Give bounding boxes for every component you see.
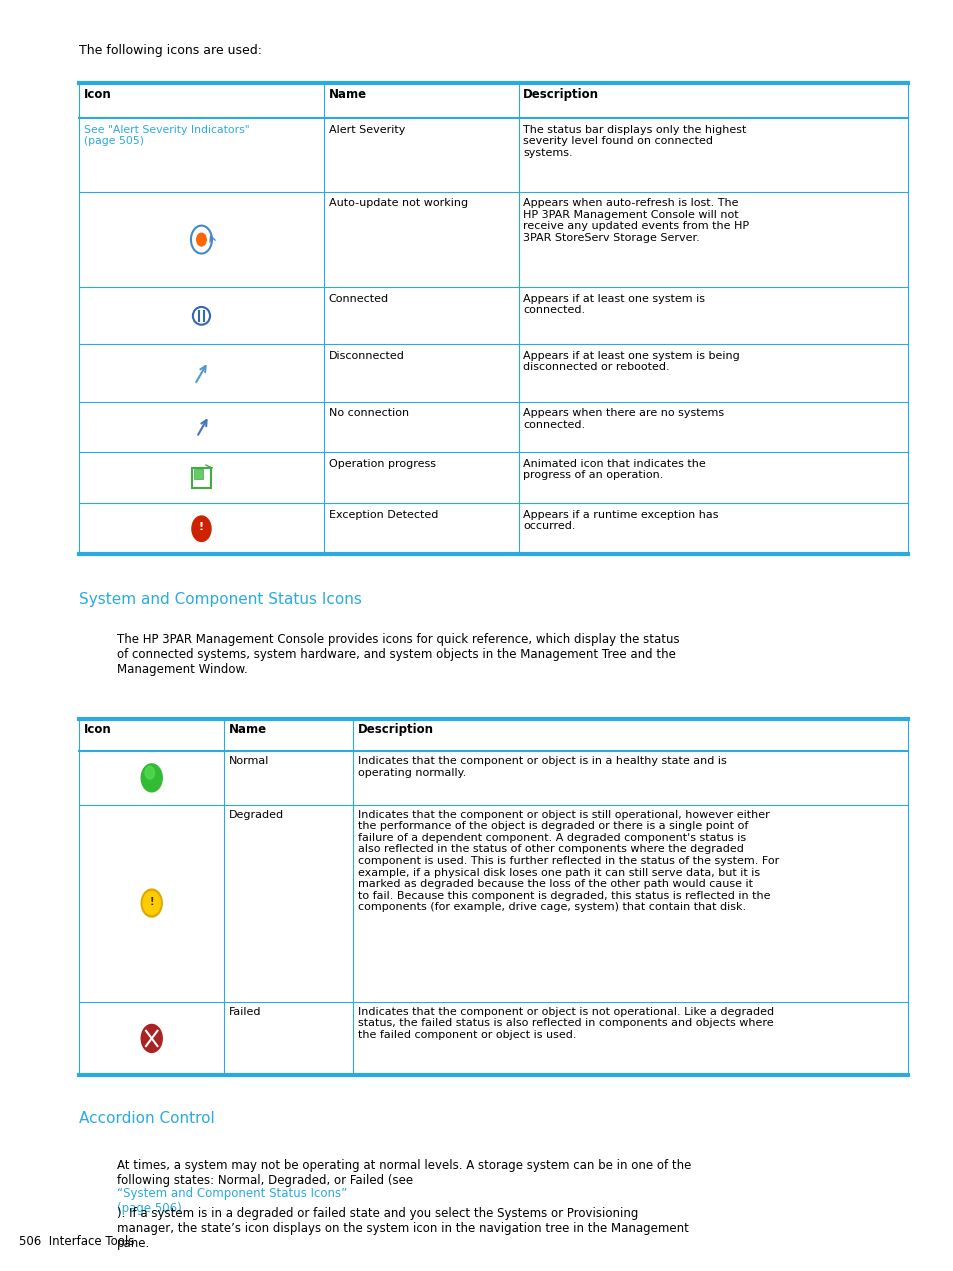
Text: Description: Description: [357, 723, 433, 736]
Text: Degraded: Degraded: [229, 810, 284, 820]
Text: Appears if a runtime exception has
occurred.: Appears if a runtime exception has occur…: [523, 510, 718, 531]
Text: The HP 3PAR Management Console provides icons for quick reference, which display: The HP 3PAR Management Console provides …: [117, 633, 679, 676]
Text: Name: Name: [328, 88, 366, 100]
Text: Animated icon that indicates the
progress of an operation.: Animated icon that indicates the progres…: [523, 459, 705, 480]
Text: Name: Name: [229, 723, 267, 736]
Circle shape: [141, 764, 162, 792]
Circle shape: [192, 516, 211, 541]
Text: At times, a system may not be operating at normal levels. A storage system can b: At times, a system may not be operating …: [117, 1159, 691, 1187]
Circle shape: [143, 892, 160, 915]
Text: Exception Detected: Exception Detected: [328, 510, 437, 520]
Circle shape: [141, 1024, 162, 1052]
Circle shape: [196, 234, 206, 247]
Text: Failed: Failed: [229, 1007, 261, 1017]
Text: Alert Severity: Alert Severity: [328, 125, 404, 135]
Text: Appears if at least one system is
connected.: Appears if at least one system is connec…: [523, 294, 704, 315]
Text: Icon: Icon: [84, 88, 112, 100]
Text: Appears if at least one system is being
disconnected or rebooted.: Appears if at least one system is being …: [523, 351, 740, 372]
Text: !: !: [198, 522, 204, 533]
Text: Accordion Control: Accordion Control: [79, 1111, 214, 1126]
Text: Operation progress: Operation progress: [328, 459, 436, 469]
Text: Normal: Normal: [229, 756, 269, 766]
Text: Appears when there are no systems
connected.: Appears when there are no systems connec…: [523, 408, 723, 430]
Text: !: !: [150, 897, 153, 906]
Text: Disconnected: Disconnected: [328, 351, 404, 361]
Text: The following icons are used:: The following icons are used:: [79, 44, 262, 57]
Text: See "Alert Severity Indicators"
(page 505): See "Alert Severity Indicators" (page 50…: [84, 125, 250, 146]
Text: ). If a system is in a degraded or failed state and you select the Systems or Pr: ). If a system is in a degraded or faile…: [117, 1207, 688, 1251]
Text: Appears when auto-refresh is lost. The
HP 3PAR Management Console will not
recei: Appears when auto-refresh is lost. The H…: [523, 198, 749, 243]
Text: Indicates that the component or object is still operational, however either
the : Indicates that the component or object i…: [357, 810, 778, 913]
FancyBboxPatch shape: [193, 469, 203, 479]
Text: System and Component Status Icons: System and Component Status Icons: [79, 592, 362, 608]
Circle shape: [141, 890, 162, 918]
Text: Icon: Icon: [84, 723, 112, 736]
FancyBboxPatch shape: [192, 468, 211, 488]
Text: Auto-update not working: Auto-update not working: [328, 198, 467, 208]
Text: “System and Component Status Icons”
(page 506): “System and Component Status Icons” (pag…: [117, 1187, 347, 1215]
Text: Connected: Connected: [328, 294, 388, 304]
Circle shape: [145, 766, 154, 779]
Text: Indicates that the component or object is not operational. Like a degraded
statu: Indicates that the component or object i…: [357, 1007, 773, 1040]
Text: The status bar displays only the highest
severity level found on connected
syste: The status bar displays only the highest…: [523, 125, 746, 158]
Text: No connection: No connection: [328, 408, 408, 418]
Text: 506  Interface Tools: 506 Interface Tools: [19, 1235, 134, 1248]
Text: Indicates that the component or object is in a healthy state and is
operating no: Indicates that the component or object i…: [357, 756, 725, 778]
Text: Description: Description: [523, 88, 598, 100]
